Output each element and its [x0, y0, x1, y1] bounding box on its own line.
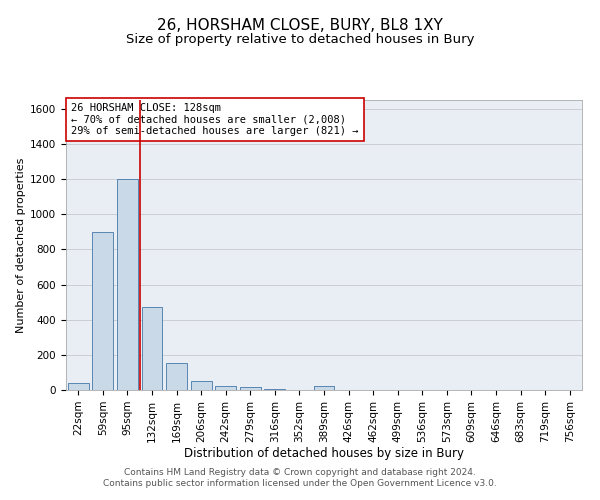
Bar: [142, 308, 163, 390]
Text: Size of property relative to detached houses in Bury: Size of property relative to detached ho…: [126, 32, 474, 46]
Bar: [265, 389, 286, 390]
Bar: [215, 386, 236, 390]
Text: 26, HORSHAM CLOSE, BURY, BL8 1XY: 26, HORSHAM CLOSE, BURY, BL8 1XY: [157, 18, 443, 32]
Bar: [191, 381, 212, 390]
Text: 26 HORSHAM CLOSE: 128sqm
← 70% of detached houses are smaller (2,008)
29% of sem: 26 HORSHAM CLOSE: 128sqm ← 70% of detach…: [71, 103, 359, 136]
Bar: [314, 386, 334, 390]
Text: Contains HM Land Registry data © Crown copyright and database right 2024.
Contai: Contains HM Land Registry data © Crown c…: [103, 468, 497, 487]
Bar: [240, 388, 261, 390]
Bar: [92, 232, 113, 390]
Y-axis label: Number of detached properties: Number of detached properties: [16, 158, 26, 332]
X-axis label: Distribution of detached houses by size in Bury: Distribution of detached houses by size …: [184, 448, 464, 460]
Bar: [68, 383, 89, 390]
Bar: [117, 179, 138, 390]
Bar: [166, 363, 187, 390]
